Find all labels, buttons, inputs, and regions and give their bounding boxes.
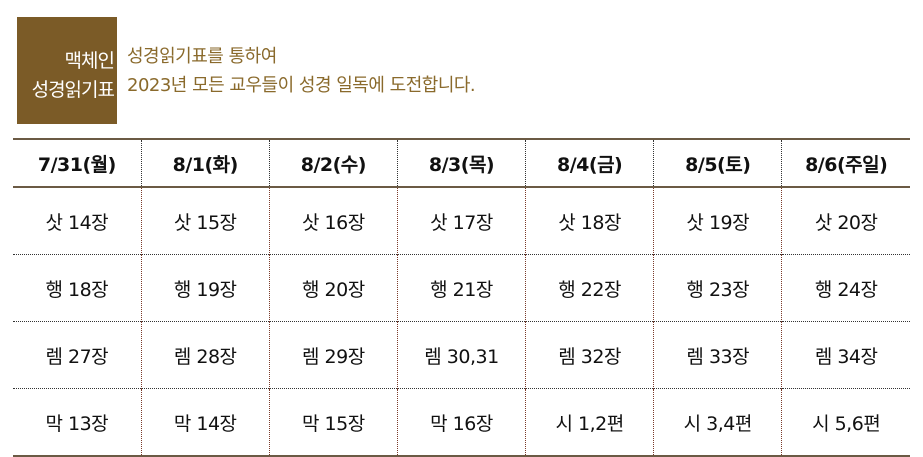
column-header: 8/6(주일)	[781, 139, 910, 187]
column-header: 8/1(화)	[140, 139, 270, 187]
reading-cell: 삿 18장	[525, 186, 654, 255]
intro-line-1: 성경읽기표를 통하여	[127, 46, 277, 67]
column-header: 8/5(토)	[653, 139, 782, 187]
table-row: 렘 27장 렘 28장 렘 29장 렘 30,31 렘 32장 렘 33장 렘 34장	[13, 321, 910, 389]
reading-cell: 막 16장	[396, 388, 526, 456]
reading-cell: 삿 15장	[140, 186, 270, 255]
reading-cell: 삿 20장	[781, 186, 910, 255]
reading-cell: 렘 33장	[653, 321, 782, 389]
reading-cell: 렘 30,31	[396, 321, 526, 389]
reading-cell: 행 18장	[13, 254, 142, 322]
intro-text: 성경읽기표를 통하여 2023년 모든 교우들이 성경 일독에 도전합니다.	[127, 42, 476, 100]
table-row: 행 18장 행 19장 행 20장 행 21장 행 22장 행 23장 행 24장	[13, 254, 910, 322]
reading-cell: 막 14장	[140, 388, 270, 456]
reading-cell: 행 23장	[653, 254, 782, 322]
reading-cell: 행 22장	[525, 254, 654, 322]
reading-cell: 렘 28장	[140, 321, 270, 389]
reading-cell: 막 13장	[13, 388, 142, 456]
logo-badge: 맥체인 성경읽기표	[17, 17, 117, 124]
reading-cell: 행 20장	[268, 254, 398, 322]
reading-cell: 렘 29장	[268, 321, 398, 389]
reading-cell: 행 21장	[396, 254, 526, 322]
reading-cell: 시 1,2편	[525, 388, 654, 456]
intro-line-2: 2023년 모든 교우들이 성경 일독에 도전합니다.	[127, 75, 476, 96]
header-row: 7/31(월) 8/1(화) 8/2(수) 8/3(목) 8/4(금) 8/5(토) 8/6…	[13, 139, 910, 187]
reading-cell: 렘 34장	[781, 321, 910, 389]
logo-line-2: 성경읽기표	[31, 79, 115, 101]
reading-cell: 렘 32장	[525, 321, 654, 389]
table-row: 삿 14장 삿 15장 삿 16장 삿 17장 삿 18장 삿 19장 삿 20장	[13, 186, 910, 255]
column-header: 8/3(목)	[396, 139, 526, 187]
reading-cell: 삿 17장	[396, 186, 526, 255]
reading-cell: 렘 27장	[13, 321, 142, 389]
reading-cell: 막 15장	[268, 388, 398, 456]
table-row: 막 13장 막 14장 막 15장 막 16장 시 1,2편 시 3,4편 시 5,6편	[13, 388, 910, 456]
reading-cell: 시 3,4편	[653, 388, 782, 456]
column-header: 8/2(수)	[268, 139, 398, 187]
logo-line-1: 맥체인	[64, 50, 115, 72]
reading-cell: 삿 14장	[13, 186, 142, 255]
reading-schedule-table: 7/31(월) 8/1(화) 8/2(수) 8/3(목) 8/4(금) 8/5(토) 8/6…	[13, 138, 910, 457]
reading-cell: 삿 16장	[268, 186, 398, 255]
reading-cell: 시 5,6편	[781, 388, 910, 456]
reading-cell: 행 19장	[140, 254, 270, 322]
column-header: 7/31(월)	[37, 153, 116, 176]
reading-cell: 삿 19장	[653, 186, 782, 255]
reading-cell: 행 24장	[781, 254, 910, 322]
column-header: 8/4(금)	[525, 139, 654, 187]
